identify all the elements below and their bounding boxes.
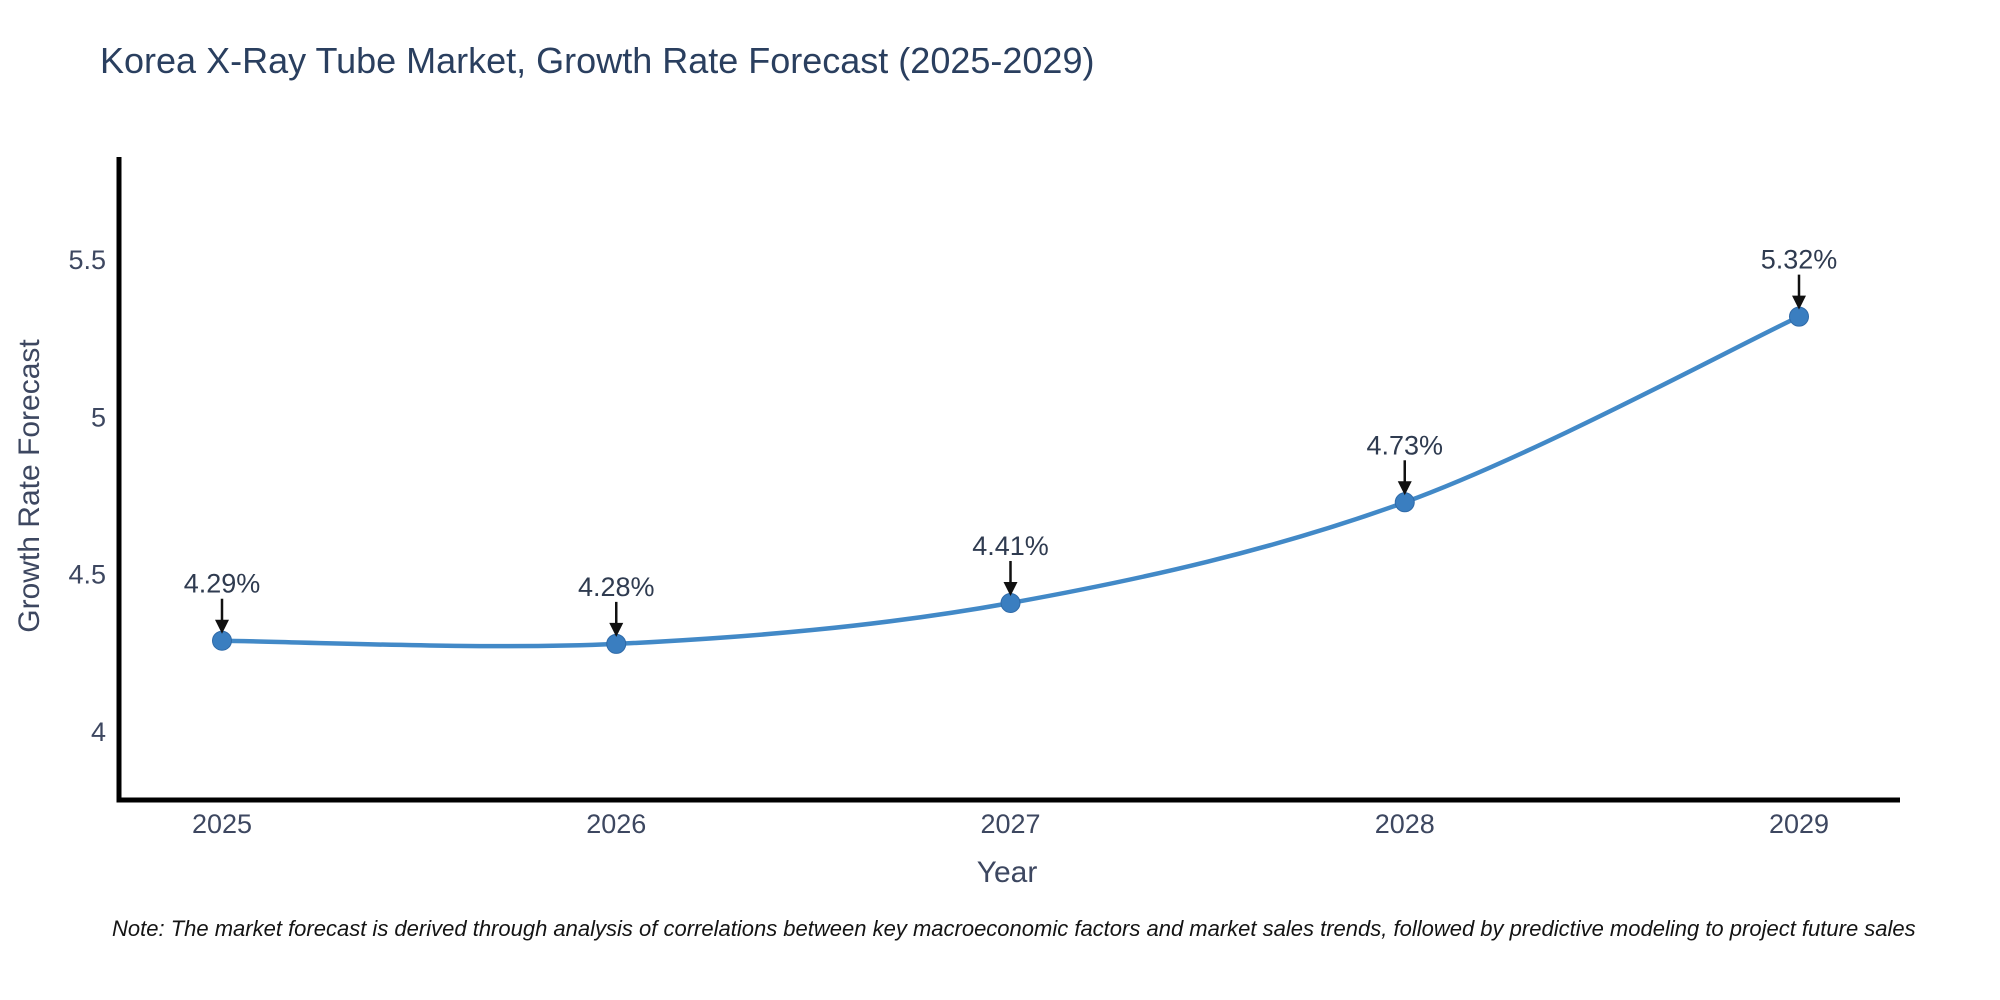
chart-title: Korea X-Ray Tube Market, Growth Rate For… [100, 40, 1095, 81]
point-value-label: 4.28% [578, 572, 655, 602]
data-point-marker [1000, 592, 1021, 613]
y-tick-label: 5 [91, 402, 106, 432]
data-point-marker [606, 633, 627, 654]
y-tick-label: 4.5 [68, 560, 106, 590]
annotation-arrowhead-icon [1397, 481, 1412, 496]
annotation-arrowhead-icon [215, 619, 229, 634]
annotation-arrowhead-icon [1792, 295, 1806, 310]
x-tick-label: 2029 [1769, 809, 1829, 839]
x-tick-label: 2028 [1375, 809, 1435, 839]
data-point-marker [212, 630, 232, 651]
point-value-label: 4.73% [1366, 430, 1443, 460]
x-tick-label: 2025 [192, 809, 252, 839]
x-tick-label: 2027 [980, 809, 1040, 839]
data-point-marker [1394, 492, 1415, 513]
annotation-arrowhead-icon [609, 622, 624, 637]
x-axis-title: Year [976, 856, 1038, 889]
footnote: Note: The market forecast is derived thr… [112, 916, 1916, 941]
point-value-label: 5.32% [1761, 245, 1838, 275]
point-value-label: 4.29% [184, 569, 261, 599]
x-tick-label: 2026 [586, 809, 646, 839]
y-tick-label: 5.5 [68, 245, 106, 275]
data-point-marker [1789, 306, 1809, 327]
point-value-label: 4.41% [972, 531, 1049, 561]
y-tick-label: 4 [91, 717, 106, 747]
annotation-arrowhead-icon [1003, 581, 1018, 596]
